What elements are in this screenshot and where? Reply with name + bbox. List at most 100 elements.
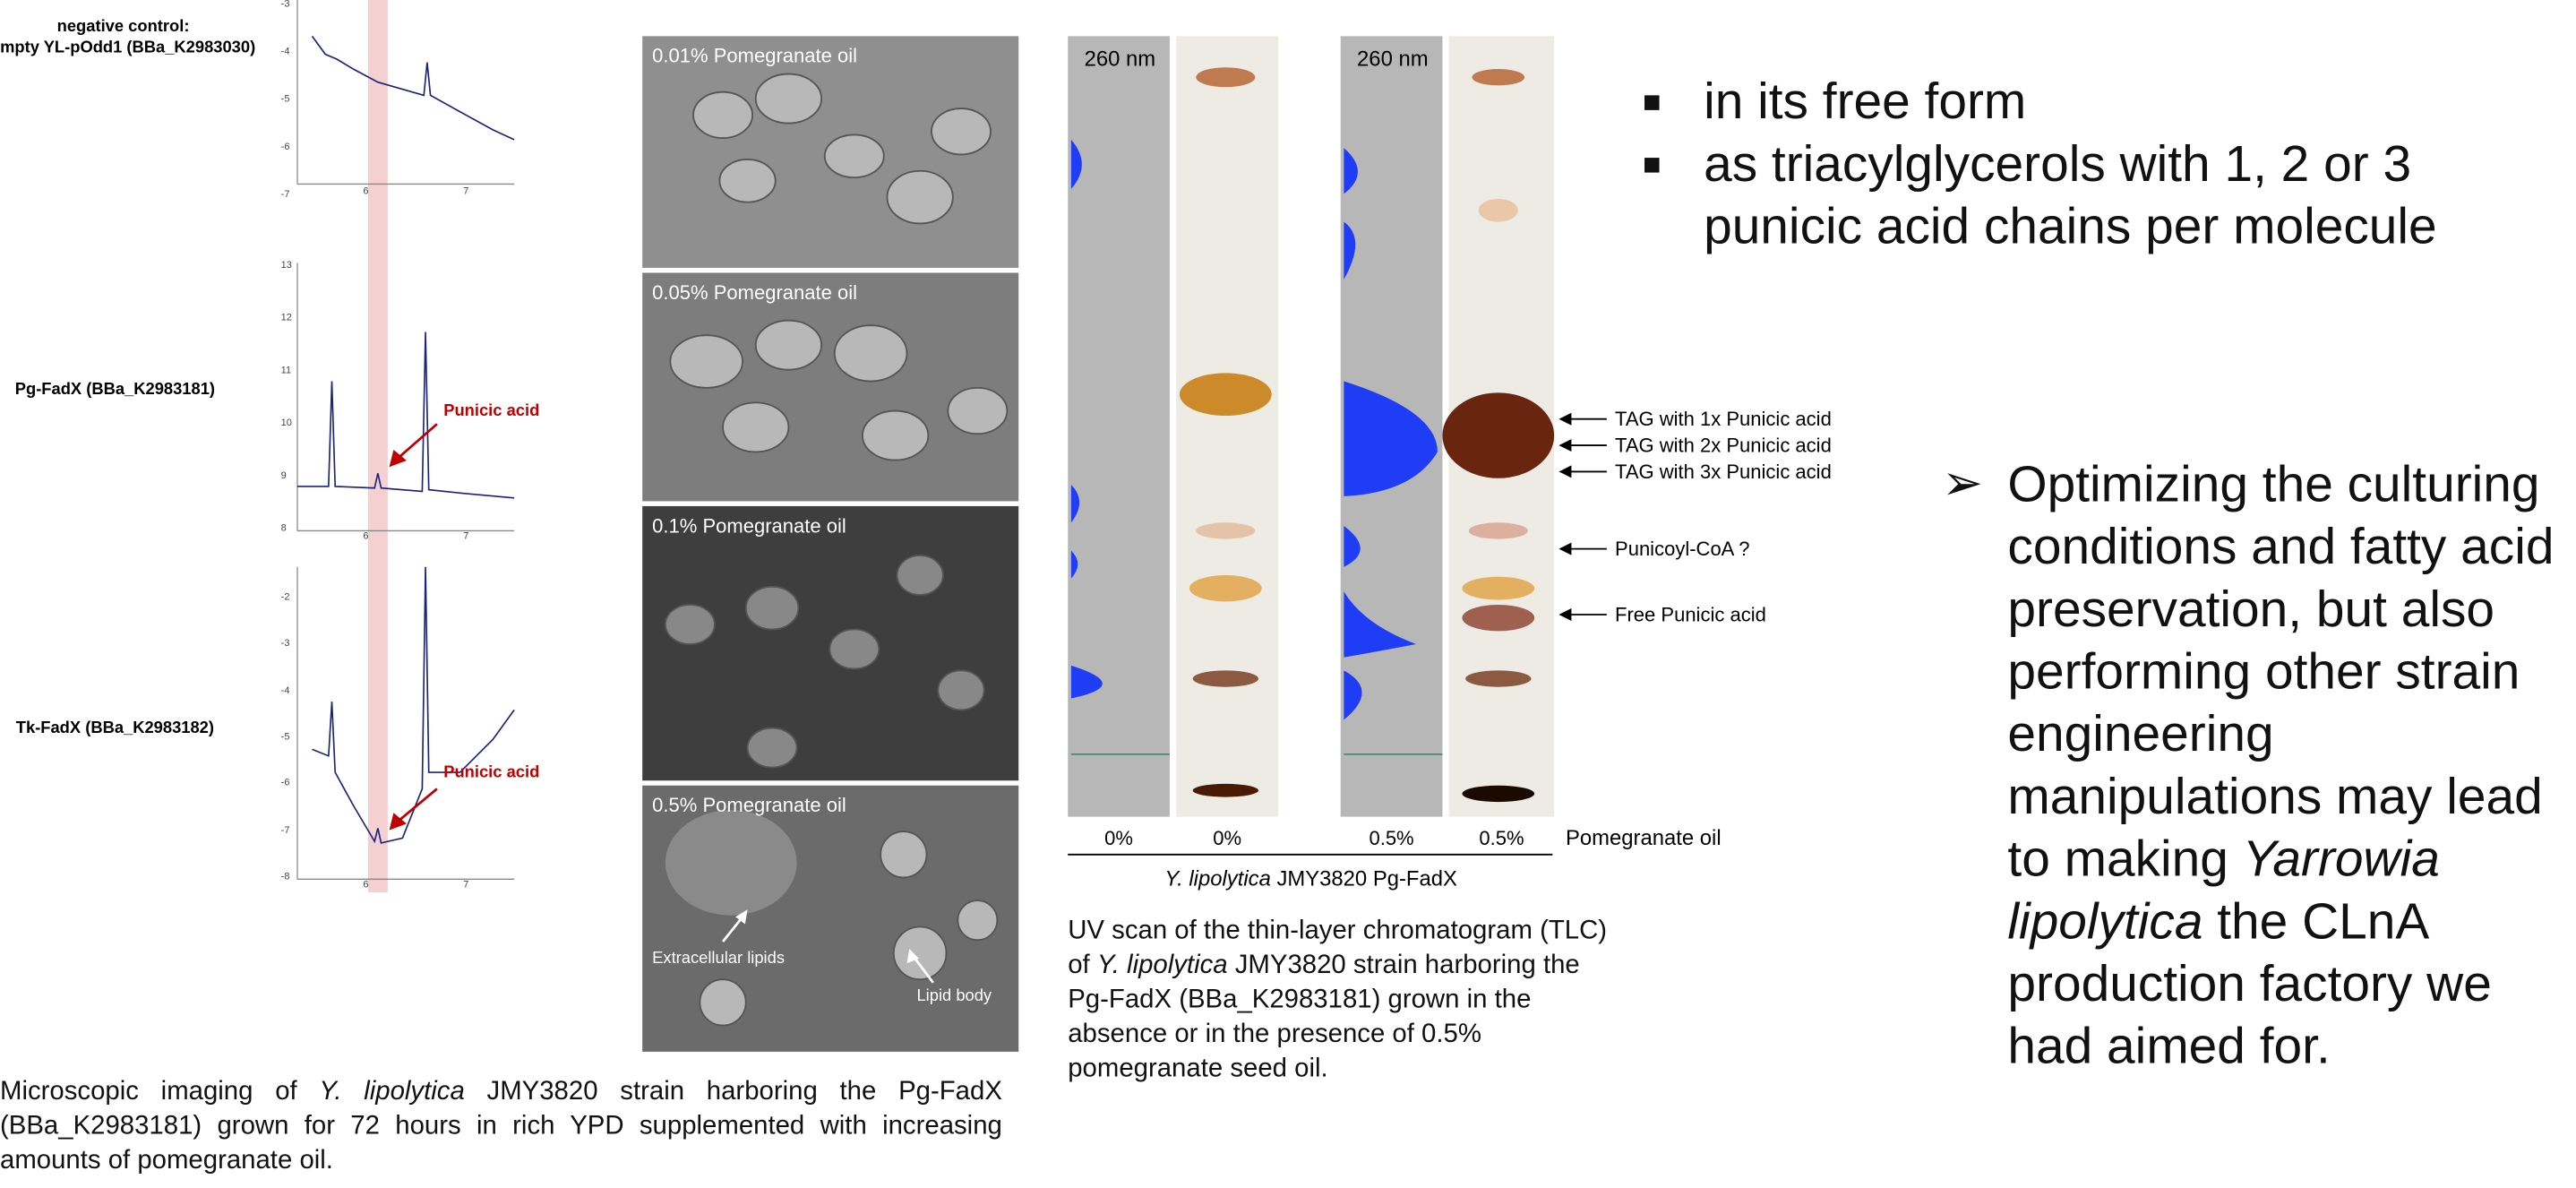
y-tick-label: -4 — [281, 686, 290, 696]
shape — [835, 325, 907, 381]
shape — [1462, 577, 1534, 600]
plot-label: empty YL-pOdd1 (BBa_K2983030) — [0, 39, 271, 57]
micrograph-label: 0.1% Pomegranate oil — [652, 514, 846, 538]
strain-text: JMY3820 Pg-FadX — [1271, 866, 1457, 891]
y-tick-label: -4 — [281, 47, 290, 57]
shape — [1193, 784, 1258, 797]
y-tick-label: 8 — [281, 524, 287, 534]
shape — [863, 411, 928, 461]
wavelength: 260 nm — [1357, 46, 1429, 71]
shape — [1462, 605, 1534, 631]
y-tick-label: -5 — [281, 733, 290, 743]
strain-label: Y. lipolytica JMY3820 Pg-FadX — [1068, 866, 1554, 891]
lane-label: 0% — [1068, 827, 1170, 850]
shape — [932, 108, 991, 154]
shape — [829, 629, 879, 668]
shape — [719, 159, 775, 202]
oil-label: Pomegranate oil — [1566, 825, 1722, 850]
y-tick-label: -3 — [281, 0, 290, 10]
shape — [1068, 36, 1170, 816]
shape — [1465, 670, 1531, 686]
micrograph-annotation: Extracellular lipids — [652, 950, 785, 968]
band-label: Free Punicic acid — [1615, 603, 1766, 626]
shape — [1193, 670, 1258, 686]
y-tick-label: 9 — [281, 471, 287, 481]
shape — [897, 555, 942, 595]
shape — [700, 979, 745, 1025]
lane-label: 0% — [1176, 827, 1278, 850]
micrograph-label: 0.05% Pomegranate oil — [652, 281, 857, 305]
shape — [880, 831, 926, 877]
caption-italic: Y. lipolytica — [1097, 951, 1228, 979]
y-tick-label: -3 — [281, 640, 290, 650]
conclusion: Optimizing the culturing conditions and … — [2007, 453, 2576, 1078]
arrow-marker: ➢ — [1942, 453, 1983, 516]
shape — [938, 670, 983, 710]
conclusion-text: Optimizing the culturing conditions and … — [2007, 455, 2554, 887]
shape — [1442, 392, 1554, 478]
stage: negative control: empty YL-pOdd1 (BBa_K2… — [0, 0, 2576, 1188]
band-label: TAG with 2x Punicic acid — [1615, 434, 1832, 457]
x-tick-label: 7 — [463, 881, 468, 891]
shape — [756, 74, 821, 124]
caption: UV scan of the thin-layer chromatogram (… — [1068, 914, 1610, 1087]
shape — [670, 335, 743, 388]
shape — [756, 321, 821, 370]
shape — [398, 788, 437, 822]
plot-label: Pg-FadX (BBa_K2983181) — [0, 382, 230, 400]
shape — [825, 134, 884, 177]
slide: negative control: empty YL-pOdd1 (BBa_K2… — [0, 0, 2576, 1188]
y-tick-label: -6 — [281, 779, 290, 789]
shape — [723, 402, 788, 452]
strain-italic: Y. lipolytica — [1164, 866, 1270, 891]
shape — [1560, 467, 1570, 477]
band-label: TAG with 3x Punicic acid — [1615, 461, 1832, 484]
band-label: TAG with 1x Punicic acid — [1615, 408, 1832, 431]
shape — [957, 900, 997, 940]
shape — [748, 728, 797, 768]
shape — [1180, 373, 1272, 416]
y-tick-label: -2 — [281, 593, 290, 603]
caption: Microscopic imaging of Y. lipolytica JMY… — [0, 1075, 1002, 1179]
shape — [1479, 199, 1518, 222]
bullet-marker — [1644, 158, 1660, 173]
y-tick-label: 12 — [281, 314, 292, 323]
shape — [948, 388, 1007, 434]
y-tick-label: 11 — [281, 366, 291, 376]
band-label: Punicoyl-CoA ? — [1615, 538, 1749, 561]
shape — [1176, 36, 1278, 816]
x-tick-label: 6 — [363, 881, 368, 891]
y-tick-label: -7 — [281, 191, 290, 201]
plot-label: negative control: — [16, 18, 229, 36]
lane-label: 0.5% — [1341, 827, 1443, 850]
wavelength: 260 nm — [1085, 46, 1156, 71]
caption-italic: Y. lipolytica — [319, 1078, 464, 1106]
shape — [312, 567, 514, 843]
annotation: Punicic acid — [443, 402, 539, 420]
shape — [693, 92, 752, 138]
shape — [1560, 414, 1570, 424]
shape — [1189, 575, 1262, 601]
group — [297, 36, 514, 843]
x-tick-label: 7 — [463, 187, 468, 197]
shape — [312, 36, 514, 140]
shape — [368, 0, 388, 892]
shape — [1472, 69, 1524, 85]
shape — [398, 424, 437, 459]
bullet: as triacylglycerols with 1, 2 or 3 punic… — [1704, 133, 2492, 258]
x-tick-label: 6 — [363, 532, 368, 542]
shape — [1560, 544, 1570, 554]
shape — [665, 810, 797, 915]
y-tick-label: -8 — [281, 873, 290, 882]
micrograph-annotation: Lipid body — [916, 987, 992, 1005]
x-tick-label: 6 — [363, 187, 368, 197]
y-tick-label: 13 — [281, 262, 292, 271]
shape — [1462, 786, 1534, 802]
group — [1560, 414, 1606, 619]
shape — [1560, 609, 1570, 619]
micrograph-label: 0.5% Pomegranate oil — [652, 794, 846, 817]
lane-label: 0.5% — [1449, 827, 1554, 850]
bullet-marker — [1644, 95, 1660, 110]
y-tick-label: 10 — [281, 419, 292, 429]
y-tick-label: -5 — [281, 95, 290, 105]
